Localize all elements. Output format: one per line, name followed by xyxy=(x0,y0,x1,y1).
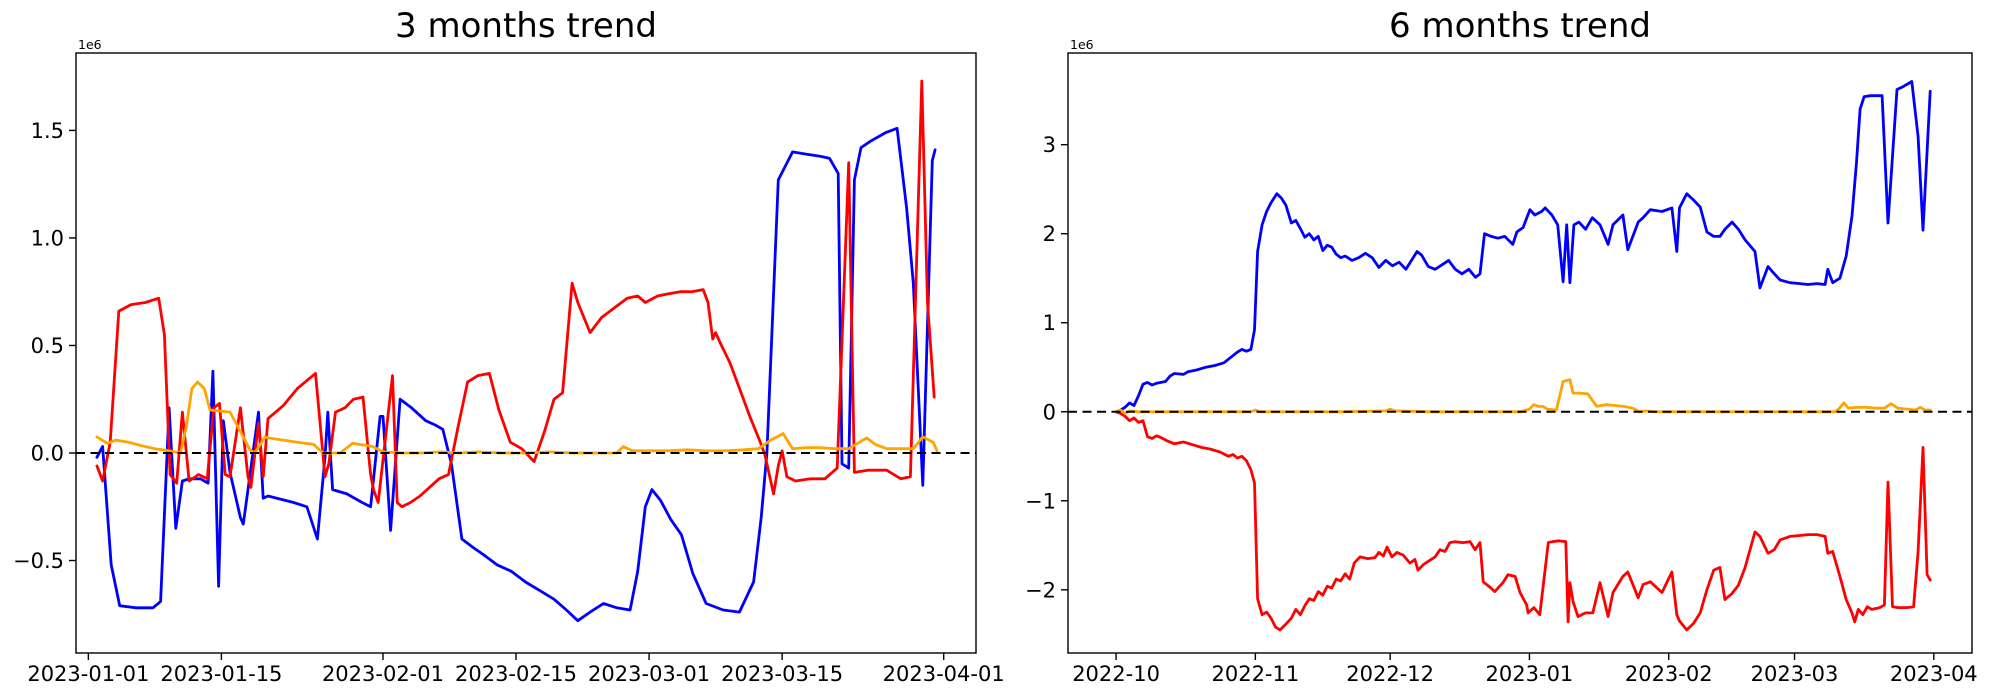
x-tick-label: 2023-04-01 xyxy=(883,662,1005,686)
right-axis-scale-label: 1e6 xyxy=(1070,37,1094,52)
x-tick-label: 2023-03-15 xyxy=(721,662,843,686)
series-line-orange xyxy=(1114,378,1932,415)
y-tick-label: −0.5 xyxy=(13,549,64,573)
y-tick-label: 1 xyxy=(1043,311,1056,335)
y-tick-label: 1.0 xyxy=(31,226,64,250)
y-tick-label: 0.0 xyxy=(31,442,64,466)
axes-frame xyxy=(75,52,977,654)
x-tick-label: 2023-02 xyxy=(1625,662,1713,686)
left-chart-title: 3 months trend xyxy=(395,6,657,46)
x-tick-label: 2022-10 xyxy=(1072,662,1160,686)
y-tick-label: −1 xyxy=(1025,489,1056,513)
left-axis-scale-label: 1e6 xyxy=(78,37,102,52)
y-tick-label: 3 xyxy=(1043,133,1056,157)
x-tick-label: 2023-01 xyxy=(1486,662,1574,686)
y-tick-label: 1.5 xyxy=(31,119,64,143)
x-tick-label: 2022-12 xyxy=(1346,662,1434,686)
x-tick-label: 2023-01-15 xyxy=(160,662,282,686)
series-line-blue xyxy=(1114,80,1932,414)
x-tick-label: 2023-03 xyxy=(1751,662,1839,686)
y-tick-label: −2 xyxy=(1025,578,1056,602)
series-line-red xyxy=(95,79,936,509)
x-tick-label: 2023-02-01 xyxy=(322,662,444,686)
y-tick-label: 0.5 xyxy=(31,334,64,358)
y-tick-label: 0 xyxy=(1043,400,1056,424)
y-tick-label: 2 xyxy=(1043,222,1056,246)
x-tick-label: 2023-03-01 xyxy=(588,662,710,686)
series-line-blue xyxy=(95,126,937,623)
right-chart-title: 6 months trend xyxy=(1389,6,1651,46)
series-line-red xyxy=(1114,410,1932,632)
x-tick-label: 2023-01-01 xyxy=(27,662,149,686)
x-tick-label: 2022-11 xyxy=(1211,662,1299,686)
x-tick-label: 2023-02-15 xyxy=(455,662,577,686)
x-tick-label: 2023-04 xyxy=(1890,662,1978,686)
axes-frame xyxy=(1067,52,1973,654)
